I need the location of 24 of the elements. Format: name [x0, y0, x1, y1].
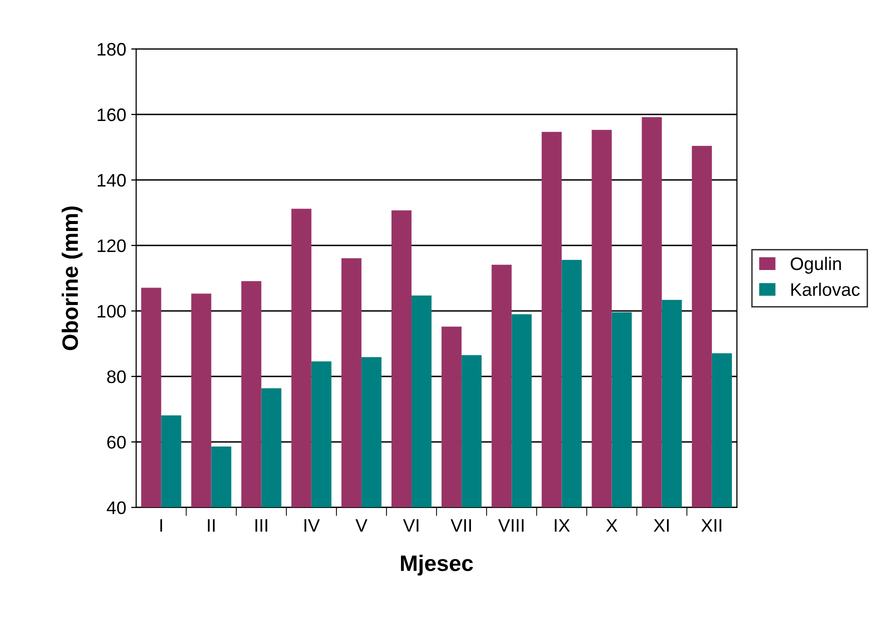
legend-label: Ogulin [790, 256, 841, 274]
x-tick-label: IX [554, 519, 570, 532]
x-tick-label: X [606, 519, 618, 532]
y-tick-label: 100 [98, 304, 126, 318]
x-tick-label: I [160, 519, 162, 532]
x-tick-label: XI [654, 519, 669, 532]
x-tick-label: III [255, 519, 268, 532]
y-tick-label: 40 [106, 501, 126, 514]
y-tick-label: 180 [98, 42, 126, 56]
y-tick-label: 60 [107, 436, 126, 449]
x-tick-label: II [208, 519, 215, 532]
legend-label: Karlovac [791, 282, 860, 296]
x-tick-label: IV [304, 519, 320, 532]
y-tick-label: 120 [98, 239, 126, 252]
y-tick-label: 160 [98, 108, 126, 122]
y-tick-label: 140 [98, 174, 126, 187]
x-axis-title: Mjesec [400, 554, 473, 576]
y-axis-title: Oborine (mm) [62, 206, 82, 350]
x-tick-label: VII [450, 519, 471, 532]
x-tick-label: V [356, 519, 368, 532]
x-tick-label: VIII [498, 519, 524, 532]
x-tick-label: VI [403, 519, 418, 532]
y-tick-label: 80 [107, 370, 126, 384]
x-tick-label: XII [701, 519, 722, 532]
